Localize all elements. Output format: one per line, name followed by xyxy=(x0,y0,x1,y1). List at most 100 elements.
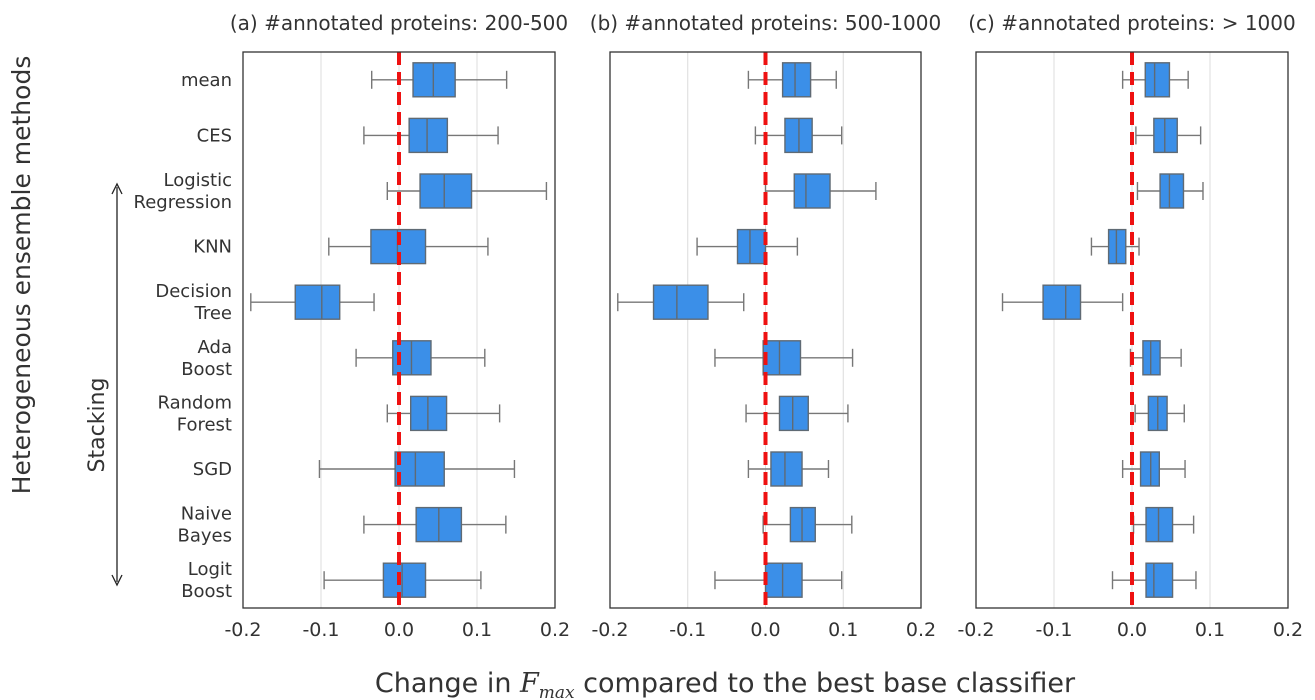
box-mean xyxy=(371,62,508,98)
x-tick-label: 0.1 xyxy=(828,619,858,641)
category-label-logit-boost: Logit Boost xyxy=(181,559,232,602)
stacking-bracket: Stacking xyxy=(85,182,123,587)
box-logit-boost xyxy=(1111,562,1197,598)
x-axis-label-variable: F xyxy=(519,668,540,699)
category-label-naive-bayes: Naive Bayes xyxy=(178,504,232,547)
x-tick-label: 0.1 xyxy=(1195,619,1225,641)
box-knn xyxy=(1090,228,1140,265)
x-axis-label-subscript: max xyxy=(539,683,575,700)
box-logistic-regression xyxy=(1136,173,1204,209)
box-iqr xyxy=(770,451,803,487)
box-ada-boost xyxy=(355,340,486,376)
x-tick-label: 0.1 xyxy=(462,619,492,641)
box-iqr xyxy=(736,228,767,265)
box-iqr xyxy=(1159,173,1185,209)
panels: -0.2 -0.1 0.0 0.1 0.2 (a) #annotated proteins… xyxy=(134,11,1304,641)
panel-title: (c) #annotated proteins: > 1000 xyxy=(968,11,1295,35)
panel-3: -0.2 -0.1 0.0 0.1 0.2 (c) #annotated proteins… xyxy=(957,11,1303,641)
box-iqr xyxy=(781,62,812,98)
plot-frame xyxy=(975,51,1289,609)
box-iqr xyxy=(652,284,709,320)
box-naive-bayes xyxy=(762,506,853,543)
x-tick-label: -0.2 xyxy=(591,619,628,641)
box-naive-bayes xyxy=(1132,506,1195,543)
box-iqr xyxy=(1107,228,1127,265)
box-iqr xyxy=(1144,62,1171,98)
stacking-bracket-arrow-up xyxy=(111,182,123,195)
panel-2: -0.2 -0.1 0.0 0.1 0.2 (b) #annotated proteins… xyxy=(590,11,941,641)
box-iqr xyxy=(1145,506,1174,543)
box-sgd xyxy=(318,451,516,487)
box-iqr xyxy=(778,395,809,432)
y-axis-label: Heterogeneous ensemble methods xyxy=(7,56,36,495)
box-random-forest xyxy=(745,395,849,432)
category-label-ces: CES xyxy=(197,125,232,146)
box-logistic-regression xyxy=(386,173,548,209)
x-axis-label-prefix: Change in xyxy=(375,668,520,699)
box-iqr xyxy=(408,117,449,154)
x-tick-label: 0.2 xyxy=(1273,619,1303,641)
box-ada-boost xyxy=(714,340,854,376)
box-logit-boost xyxy=(323,562,482,598)
box-iqr xyxy=(410,395,448,432)
box-logistic-regression xyxy=(764,173,877,209)
category-label-ada-boost: Ada Boost xyxy=(181,337,232,380)
stacking-label: Stacking xyxy=(85,378,110,473)
stacking-bracket-arrow-down xyxy=(111,574,123,587)
box-iqr xyxy=(1145,562,1174,598)
x-tick-label: 0.0 xyxy=(1117,619,1147,641)
box-iqr xyxy=(793,173,831,209)
box-iqr xyxy=(1153,117,1178,154)
panel-1: -0.2 -0.1 0.0 0.1 0.2 (a) #annotated proteins… xyxy=(134,11,571,641)
x-tick-label: -0.1 xyxy=(669,619,706,641)
box-ada-boost xyxy=(1129,340,1182,376)
box-iqr xyxy=(412,62,456,98)
box-sgd xyxy=(747,451,830,487)
plot-frame xyxy=(242,51,556,609)
box-knn xyxy=(696,228,799,265)
box-iqr xyxy=(762,340,802,376)
category-label-decision-tree: Decision Tree xyxy=(155,281,232,324)
box-decision-tree xyxy=(617,284,745,320)
category-label-sgd: SGD xyxy=(193,459,232,480)
x-axis-label-suffix: compared to the best base classifier xyxy=(575,668,1076,699)
x-tick-label: 0.2 xyxy=(540,619,570,641)
x-tick-label: -0.2 xyxy=(957,619,994,641)
box-iqr xyxy=(789,506,816,543)
x-tick-label: -0.2 xyxy=(224,619,261,641)
box-iqr xyxy=(394,451,445,487)
box-sgd xyxy=(1121,451,1186,487)
category-label-mean: mean xyxy=(181,70,232,91)
category-label-logistic-regression: Logistic Regression xyxy=(134,170,232,213)
panel-title: (b) #annotated proteins: 500-1000 xyxy=(590,11,941,35)
box-ces xyxy=(754,117,843,154)
panel-title: (a) #annotated proteins: 200-500 xyxy=(230,11,568,35)
box-iqr xyxy=(764,562,803,598)
box-iqr xyxy=(1139,451,1160,487)
box-random-forest xyxy=(386,395,501,432)
box-decision-tree xyxy=(1001,284,1124,320)
category-label-knn: KNN xyxy=(193,237,232,258)
box-ces xyxy=(1135,117,1202,154)
x-tick-label: -0.1 xyxy=(1035,619,1072,641)
x-tick-label: 0.0 xyxy=(750,619,780,641)
x-tick-label: 0.2 xyxy=(906,619,936,641)
box-decision-tree xyxy=(250,284,375,320)
x-tick-label: -0.1 xyxy=(302,619,339,641)
x-tick-label: 0.0 xyxy=(384,619,414,641)
box-iqr xyxy=(1042,284,1082,320)
box-iqr xyxy=(382,562,427,598)
box-iqr xyxy=(419,173,473,209)
box-logit-boost xyxy=(714,562,843,598)
category-label-random-forest: Random Forest xyxy=(157,392,232,435)
box-knn xyxy=(328,228,489,265)
box-iqr xyxy=(1142,340,1161,376)
box-mean xyxy=(747,62,837,98)
x-axis-label: Change in Fmax compared to the best base… xyxy=(375,668,1076,700)
box-iqr xyxy=(294,284,341,320)
box-random-forest xyxy=(1134,395,1185,432)
box-naive-bayes xyxy=(363,506,507,543)
box-mean xyxy=(1121,62,1189,98)
plot-frame xyxy=(609,51,922,609)
